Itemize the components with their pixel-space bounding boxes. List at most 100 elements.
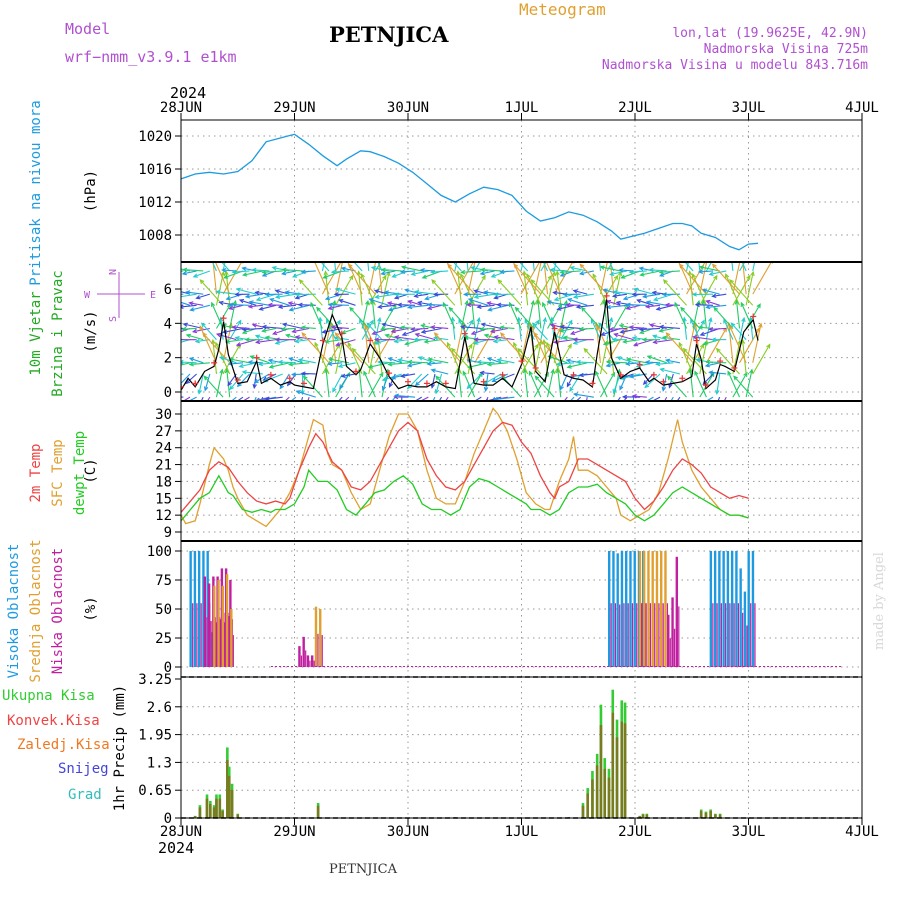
wind-arrow [229, 300, 237, 329]
wind-arrow-head [666, 375, 672, 381]
wind-arrow-head [258, 306, 264, 311]
wind-arrow-head [325, 249, 328, 253]
wind-arrow [442, 302, 456, 329]
wind-arrow-head [750, 270, 755, 277]
wind-arrow [614, 333, 634, 341]
wind-arrow-head [420, 329, 426, 334]
wind-arrow-head [332, 249, 335, 253]
wind-arrow-head [493, 292, 499, 297]
wind-arrow-head [479, 267, 486, 273]
wind-arrow-head [638, 266, 644, 271]
wind-arrow-head [248, 300, 254, 305]
wind-arrow-head [602, 288, 608, 293]
wind-arrow-head [387, 357, 393, 362]
wind-arrow-head [451, 347, 456, 353]
wind-arrow-head [578, 271, 585, 276]
cloud-bar-low [729, 603, 731, 667]
wind-arrow-head [682, 347, 688, 353]
wind-arrow-head [215, 289, 221, 295]
wind-arrow [310, 302, 323, 329]
wind-arrow [553, 262, 557, 272]
wind-arrow [610, 270, 628, 276]
wind-arrow [255, 335, 270, 341]
wind-arrow-head [567, 298, 573, 303]
wind-arrow-head [549, 267, 555, 273]
wind-arrow [653, 339, 674, 343]
panel-label: Brzina i Pravac [50, 270, 66, 396]
panel-label: 2m Temp [28, 443, 44, 502]
wind-arrow-head [181, 304, 184, 309]
wind-arrow-head [281, 267, 287, 273]
wind-arrow-head [741, 316, 746, 323]
wind-arrow [474, 262, 481, 272]
wind-arrow [252, 324, 270, 330]
cloud-bar [642, 551, 646, 667]
wind-arrow-head [255, 408, 258, 412]
wind-arrow-head [247, 360, 253, 365]
cloud-bar [210, 632, 214, 667]
cloud-bar-low [649, 603, 652, 667]
wind-arrow [705, 262, 713, 272]
wind-arrow [473, 396, 482, 401]
cloud-bar [730, 551, 734, 667]
wind-arrow [331, 270, 349, 273]
wind-arrow-head [628, 325, 634, 330]
wind-arrow-head [705, 304, 711, 310]
wind-arrow [385, 396, 390, 401]
wind-arrow-head [638, 327, 644, 332]
wind-arrow-head [336, 319, 341, 325]
wind-arrow-head [659, 367, 665, 373]
wind-arrow [560, 327, 575, 332]
y-tick-label: 1012 [138, 195, 172, 211]
wind-arrow [259, 304, 277, 310]
wind-arrow [647, 355, 667, 364]
station-title: PETNJICA [329, 22, 449, 47]
wind-arrow-head [733, 375, 738, 381]
wind-arrow [367, 262, 370, 272]
precip-bar-conv [205, 798, 209, 818]
wind-arrow-head [491, 377, 497, 382]
cloud-bar [660, 551, 663, 667]
wind-arrow-head [758, 322, 763, 328]
cloud-bar-low [232, 635, 234, 667]
wind-arrow [193, 270, 211, 278]
wind-arrow [262, 327, 277, 332]
wind-arrow [335, 262, 344, 295]
wind-arrow-head [242, 272, 248, 277]
wind-arrow-head [470, 265, 476, 271]
cloud-bar [735, 551, 738, 667]
wind-arrow-head [370, 265, 376, 271]
wind-arrow [567, 362, 588, 368]
x-tick-label-bottom: 3JUL [732, 824, 766, 840]
cloud-bar-low [678, 606, 680, 667]
precip-bar-conv [209, 803, 212, 818]
wind-arrow [634, 339, 654, 346]
wind-arrow-head [394, 335, 400, 340]
wind-arrow [480, 371, 495, 375]
wind-arrow [181, 270, 184, 272]
wind-arrow-head [592, 273, 597, 279]
wind-arrow-head [549, 323, 555, 328]
wind-arrow-head [670, 407, 673, 411]
wind-arrow [467, 372, 483, 398]
wind-arrow-head [314, 255, 318, 259]
wind-arrow [520, 262, 524, 272]
cloud-bar-low [224, 622, 226, 667]
wind-arrow [332, 373, 343, 392]
wind-arrow [554, 339, 575, 343]
wind-arrow [537, 300, 542, 329]
precip-bar-conv [212, 807, 216, 818]
wind-arrow-head [713, 409, 716, 413]
wind-arrow [398, 304, 416, 306]
wind-arrow-head [567, 343, 572, 349]
wind-arrow-head [711, 263, 717, 269]
wind-arrow-head [493, 335, 499, 340]
wind-arrow-head [542, 301, 547, 307]
wind-arrow-head [674, 301, 679, 307]
wind-arrow [363, 371, 376, 398]
wind-arrow-head [572, 289, 578, 294]
wind-arrow-head [218, 300, 224, 306]
wind-arrow-head [618, 404, 622, 408]
wind-arrow-head [474, 255, 477, 259]
wind-arrow-head [508, 301, 514, 307]
